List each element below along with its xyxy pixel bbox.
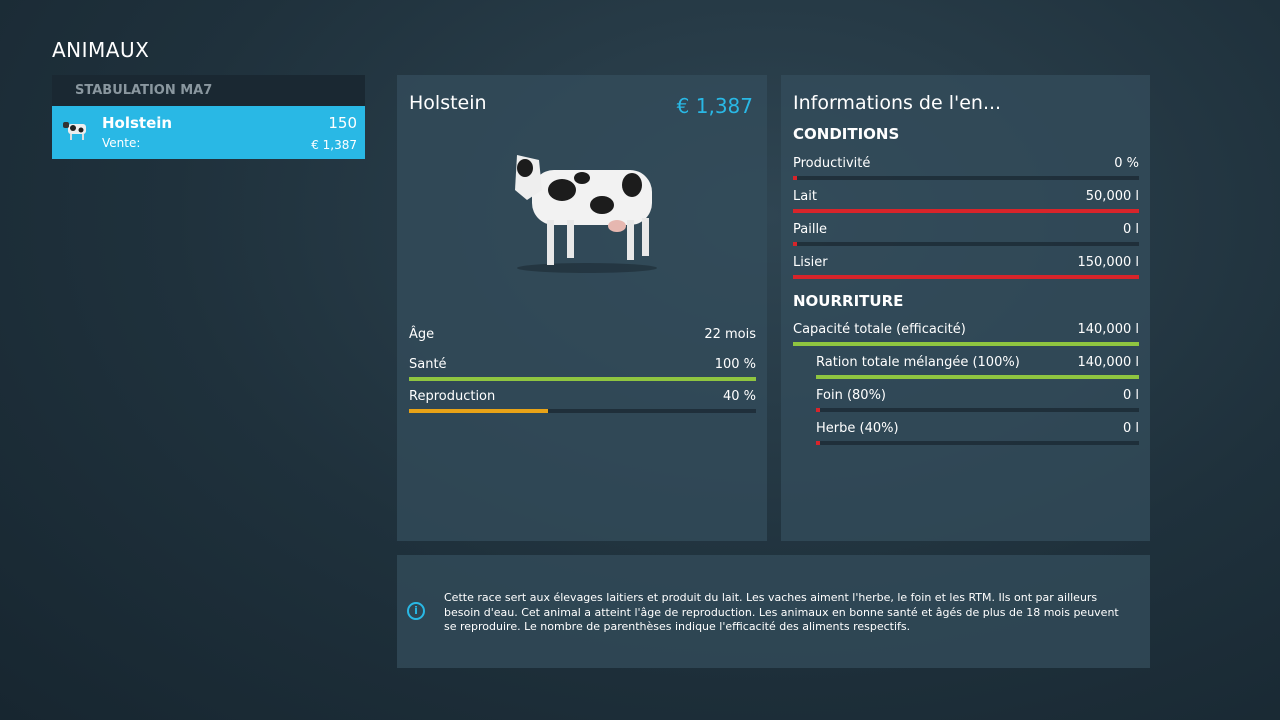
- row-label: Ration totale mélangée (100%): [816, 355, 1020, 370]
- list-item-holstein[interactable]: Holstein 150 Vente: € 1,387: [52, 106, 365, 159]
- animal-title: Holstein: [409, 92, 487, 114]
- animal-list: STABULATION MA7 Holstein 150 Vente: € 1,…: [52, 75, 365, 159]
- conditions-bar: [793, 176, 1139, 180]
- sale-price: € 1,387: [311, 138, 357, 152]
- stat-reproduction: Reproduction 40 %: [409, 389, 756, 413]
- animal-name: Holstein: [102, 114, 173, 132]
- stat-label: Âge: [409, 327, 435, 342]
- conditions-bar: [793, 209, 1139, 213]
- stat-value: 100 %: [714, 357, 756, 372]
- row-value: 50,000 l: [1085, 189, 1139, 204]
- conditions-bar: [793, 242, 1139, 246]
- description-text: Cette race sert aux élevages laitiers et…: [444, 591, 1119, 633]
- stat-label: Santé: [409, 357, 447, 372]
- food-row: Capacité totale (efficacité) 140,000 l: [793, 322, 1139, 346]
- row-label: Paille: [793, 222, 828, 237]
- food-row: Herbe (40%) 0 l: [816, 421, 1139, 445]
- animal-price: € 1,387: [676, 94, 753, 118]
- stat-value: 40 %: [722, 389, 756, 404]
- food-row: Foin (80%) 0 l: [816, 388, 1139, 412]
- food-bar: [793, 342, 1139, 346]
- row-label: Lait: [793, 189, 817, 204]
- food-bar: [816, 441, 1139, 445]
- stat-age: Âge 22 mois: [409, 327, 756, 342]
- stat-label: Reproduction: [409, 389, 496, 404]
- animal-detail-panel: Holstein € 1,387 Âge 22 mois Santé 100 %…: [397, 75, 767, 541]
- food-title: NOURRITURE: [793, 292, 904, 310]
- bar-fill: [793, 209, 1139, 213]
- health-bar: [409, 377, 756, 381]
- bar-fill: [793, 342, 1139, 346]
- row-value: 0 l: [1122, 421, 1139, 436]
- conditions-bar: [793, 275, 1139, 279]
- barn-header: STABULATION MA7: [52, 75, 365, 106]
- info-icon: i: [407, 602, 425, 620]
- cow-image: [515, 155, 657, 273]
- bar-fill: [409, 409, 548, 413]
- row-label: Herbe (40%): [816, 421, 899, 436]
- info-title: Informations de l'en...: [793, 92, 1002, 114]
- row-label: Lisier: [793, 255, 828, 270]
- sale-label: Vente:: [102, 136, 141, 150]
- cow-icon: [63, 122, 86, 140]
- bar-fill: [816, 408, 820, 412]
- conditions-row: Productivité 0 %: [793, 156, 1139, 180]
- animal-count: 150: [328, 114, 357, 132]
- bar-fill: [409, 377, 756, 381]
- food-bar: [816, 408, 1139, 412]
- row-label: Foin (80%): [816, 388, 886, 403]
- bar-fill: [816, 375, 1139, 379]
- row-value: 0 l: [1122, 222, 1139, 237]
- bar-fill: [793, 242, 797, 246]
- stat-value: 22 mois: [704, 327, 756, 342]
- conditions-row: Paille 0 l: [793, 222, 1139, 246]
- stat-health: Santé 100 %: [409, 357, 756, 381]
- reproduction-bar: [409, 409, 756, 413]
- page-title: ANIMAUX: [52, 38, 150, 62]
- food-bar: [816, 375, 1139, 379]
- conditions-title: CONDITIONS: [793, 125, 900, 143]
- row-label: Productivité: [793, 156, 871, 171]
- bar-fill: [793, 275, 1139, 279]
- row-value: 0 %: [1114, 156, 1139, 171]
- row-value: 0 l: [1122, 388, 1139, 403]
- food-row: Ration totale mélangée (100%) 140,000 l: [816, 355, 1139, 379]
- conditions-row: Lisier 150,000 l: [793, 255, 1139, 279]
- bar-fill: [793, 176, 797, 180]
- description-panel: i Cette race sert aux élevages laitiers …: [397, 555, 1150, 668]
- info-panel: Informations de l'en... CONDITIONS Produ…: [781, 75, 1150, 541]
- bar-fill: [816, 441, 820, 445]
- row-label: Capacité totale (efficacité): [793, 322, 966, 337]
- conditions-row: Lait 50,000 l: [793, 189, 1139, 213]
- row-value: 140,000 l: [1077, 322, 1139, 337]
- row-value: 140,000 l: [1077, 355, 1139, 370]
- row-value: 150,000 l: [1077, 255, 1139, 270]
